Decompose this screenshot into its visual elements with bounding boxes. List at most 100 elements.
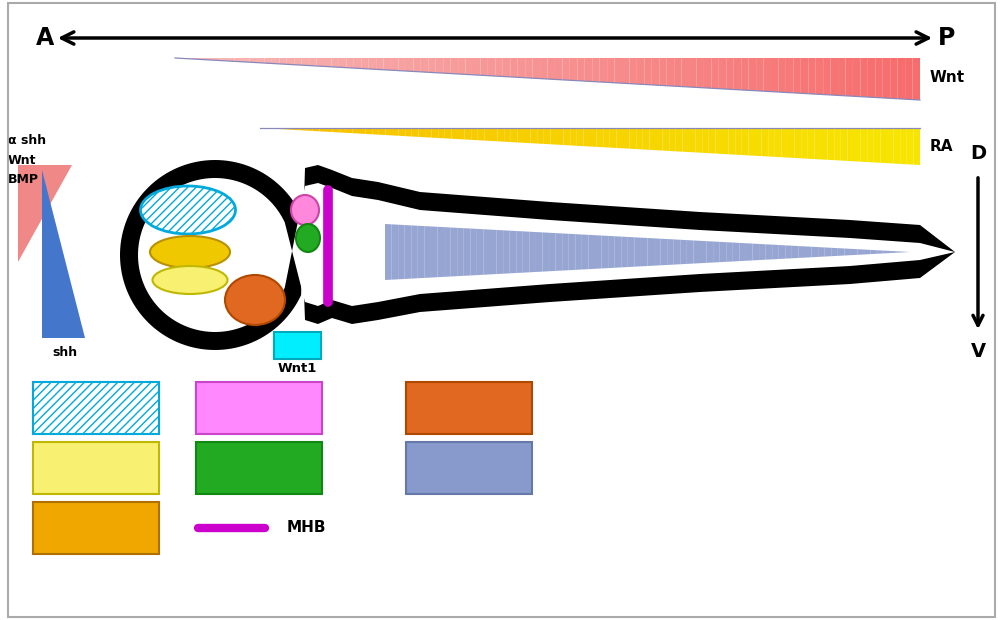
Polygon shape <box>473 58 480 75</box>
Polygon shape <box>681 128 688 152</box>
Polygon shape <box>733 58 740 90</box>
Polygon shape <box>542 232 548 272</box>
Polygon shape <box>882 58 890 99</box>
Text: α shh: α shh <box>8 133 46 146</box>
Polygon shape <box>662 128 668 151</box>
Polygon shape <box>763 58 771 92</box>
Polygon shape <box>609 128 616 148</box>
Polygon shape <box>660 239 666 265</box>
Polygon shape <box>747 58 756 91</box>
Polygon shape <box>313 128 319 131</box>
Polygon shape <box>906 128 913 165</box>
Polygon shape <box>532 58 539 79</box>
Polygon shape <box>786 58 793 93</box>
Polygon shape <box>522 231 529 273</box>
Polygon shape <box>476 229 483 275</box>
Polygon shape <box>581 234 588 270</box>
Polygon shape <box>673 58 681 87</box>
Polygon shape <box>620 237 627 267</box>
Polygon shape <box>287 128 293 130</box>
Polygon shape <box>404 225 411 279</box>
Polygon shape <box>189 58 197 60</box>
Polygon shape <box>655 128 662 151</box>
Polygon shape <box>883 250 890 254</box>
Ellipse shape <box>291 195 319 225</box>
Polygon shape <box>379 128 385 135</box>
Polygon shape <box>867 58 875 97</box>
Polygon shape <box>309 58 317 66</box>
Polygon shape <box>666 239 673 265</box>
Polygon shape <box>588 235 594 269</box>
Polygon shape <box>120 160 954 350</box>
Polygon shape <box>477 128 484 141</box>
Polygon shape <box>535 232 542 272</box>
Polygon shape <box>443 58 450 74</box>
Polygon shape <box>523 128 530 143</box>
Polygon shape <box>391 58 398 71</box>
Polygon shape <box>241 58 249 62</box>
Ellipse shape <box>140 186 235 234</box>
Polygon shape <box>346 58 354 68</box>
Polygon shape <box>768 128 774 157</box>
Polygon shape <box>837 248 844 256</box>
Polygon shape <box>529 232 535 272</box>
Polygon shape <box>860 58 867 97</box>
Polygon shape <box>138 178 954 332</box>
Polygon shape <box>900 128 906 164</box>
Text: Purkinje cell: Purkinje cell <box>205 461 312 476</box>
Polygon shape <box>771 58 778 92</box>
Polygon shape <box>556 128 563 145</box>
Text: D: D <box>969 144 985 163</box>
Polygon shape <box>450 58 458 74</box>
Polygon shape <box>361 58 369 69</box>
Polygon shape <box>781 128 788 157</box>
Polygon shape <box>831 248 837 256</box>
Polygon shape <box>591 58 599 82</box>
Polygon shape <box>583 128 589 146</box>
Polygon shape <box>857 249 863 255</box>
Polygon shape <box>793 58 800 93</box>
Polygon shape <box>319 128 326 131</box>
Polygon shape <box>491 128 497 141</box>
Polygon shape <box>272 58 279 64</box>
Polygon shape <box>845 58 852 96</box>
Text: V: V <box>970 342 985 361</box>
Polygon shape <box>563 128 569 145</box>
Polygon shape <box>487 58 495 76</box>
Polygon shape <box>331 58 339 67</box>
Text: FGF8b: FGF8b <box>274 382 321 395</box>
Polygon shape <box>740 58 747 91</box>
Polygon shape <box>424 226 431 278</box>
Polygon shape <box>606 58 614 83</box>
FancyBboxPatch shape <box>33 382 159 434</box>
Polygon shape <box>647 238 653 266</box>
Polygon shape <box>732 242 738 262</box>
Polygon shape <box>339 128 346 133</box>
Polygon shape <box>510 58 517 78</box>
Polygon shape <box>658 58 666 86</box>
Polygon shape <box>666 58 673 86</box>
Polygon shape <box>738 243 745 261</box>
Text: DA neuron: DA neuron <box>423 401 514 415</box>
Polygon shape <box>530 128 537 144</box>
FancyBboxPatch shape <box>406 442 531 494</box>
Polygon shape <box>458 128 464 140</box>
Polygon shape <box>392 128 398 136</box>
Polygon shape <box>265 58 272 63</box>
Text: Wnt: Wnt <box>929 71 964 86</box>
Polygon shape <box>681 58 688 87</box>
Polygon shape <box>627 237 633 267</box>
Polygon shape <box>464 128 471 140</box>
Polygon shape <box>778 58 786 92</box>
Polygon shape <box>568 234 575 270</box>
Polygon shape <box>616 128 622 148</box>
Polygon shape <box>614 236 620 268</box>
Polygon shape <box>444 227 450 277</box>
Polygon shape <box>875 58 882 98</box>
Polygon shape <box>765 244 772 260</box>
Polygon shape <box>673 239 679 265</box>
Polygon shape <box>688 58 695 87</box>
Polygon shape <box>850 249 857 255</box>
FancyBboxPatch shape <box>33 502 159 554</box>
Polygon shape <box>575 234 581 270</box>
